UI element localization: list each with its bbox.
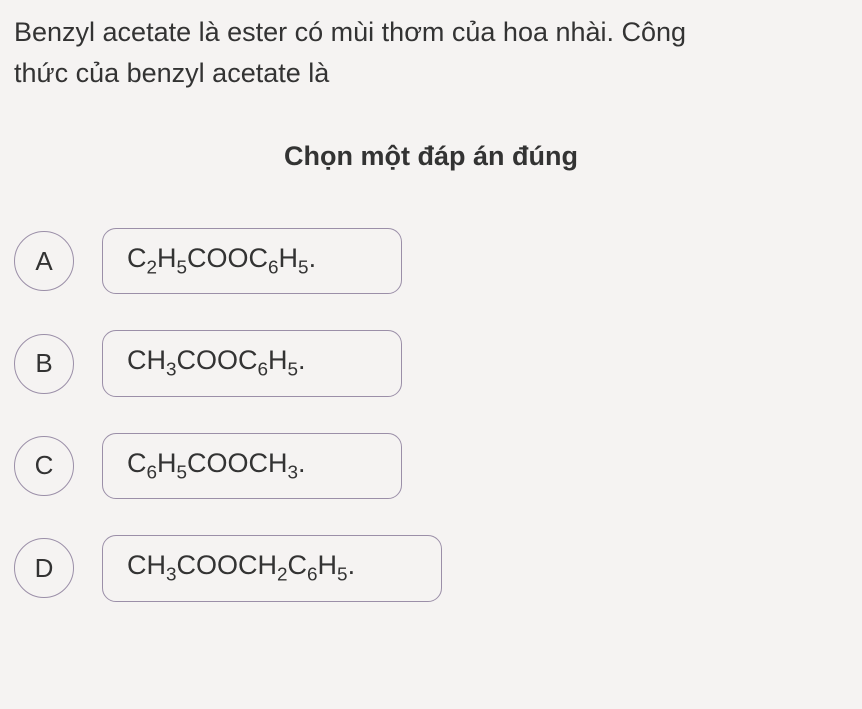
question-line-2: thức của benzyl acetate là — [14, 58, 329, 88]
option-row-c[interactable]: C C6H5COOCH3. — [14, 433, 848, 499]
option-box-d[interactable]: CH3COOCH2C6H5. — [102, 535, 442, 601]
option-row-b[interactable]: B CH3COOC6H5. — [14, 330, 848, 396]
question-line-1: Benzyl acetate là ester có mùi thơm của … — [14, 17, 686, 47]
option-letter-c[interactable]: C — [14, 436, 74, 496]
option-letter-a[interactable]: A — [14, 231, 74, 291]
options-list: A C2H5COOC6H5. B CH3COOC6H5. C C6H5COOCH… — [14, 228, 848, 602]
option-box-c[interactable]: C6H5COOCH3. — [102, 433, 402, 499]
option-row-d[interactable]: D CH3COOCH2C6H5. — [14, 535, 848, 601]
option-letter-b[interactable]: B — [14, 334, 74, 394]
option-box-a[interactable]: C2H5COOC6H5. — [102, 228, 402, 294]
option-letter-d[interactable]: D — [14, 538, 74, 598]
instruction-label: Chọn một đáp án đúng — [14, 141, 848, 172]
option-box-b[interactable]: CH3COOC6H5. — [102, 330, 402, 396]
question-text: Benzyl acetate là ester có mùi thơm của … — [14, 12, 848, 93]
option-row-a[interactable]: A C2H5COOC6H5. — [14, 228, 848, 294]
